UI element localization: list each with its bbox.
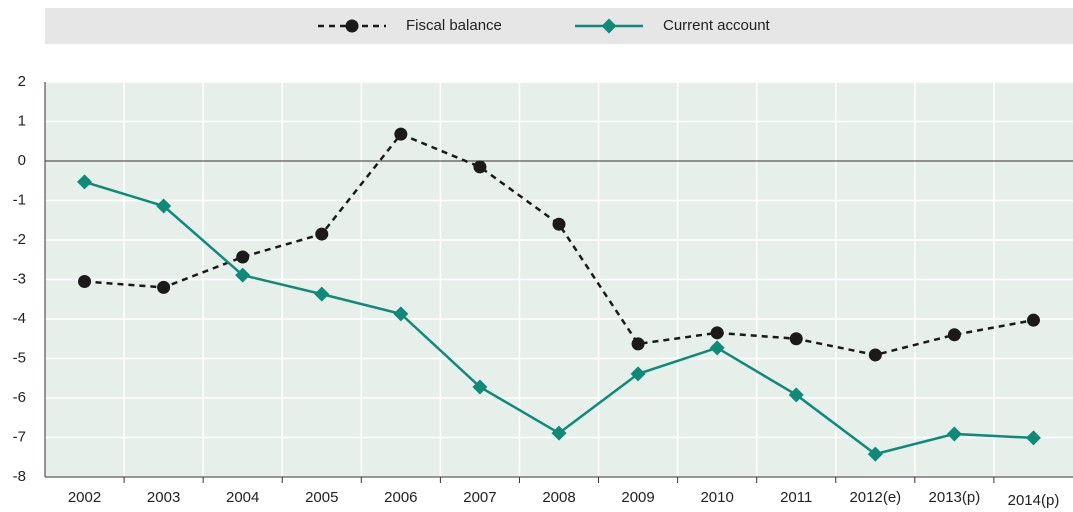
x-tick-label: 2010 — [700, 489, 733, 506]
legend-label: Fiscal balance — [406, 17, 502, 34]
y-tick-label: -2 — [13, 231, 26, 248]
x-tick-label: 2011 — [780, 489, 812, 506]
y-tick-label: -5 — [13, 349, 26, 366]
point — [788, 387, 804, 403]
point — [157, 280, 171, 294]
x-tick-label: 2014(p) — [1008, 492, 1060, 509]
point — [78, 274, 92, 288]
legend-background — [45, 8, 1073, 44]
point — [709, 340, 725, 356]
point — [77, 174, 93, 190]
legend-marker — [601, 18, 617, 34]
point — [630, 366, 646, 382]
x-tick-label: 2006 — [384, 489, 417, 506]
point — [315, 227, 329, 241]
point — [236, 250, 250, 264]
legend-marker — [345, 19, 359, 33]
point — [235, 267, 251, 283]
point — [867, 446, 883, 462]
x-tick-label: 2008 — [542, 489, 575, 506]
y-tick-label: -8 — [13, 468, 26, 485]
point — [947, 328, 961, 342]
point — [314, 286, 330, 302]
y-tick-label: -7 — [13, 428, 26, 445]
legend-label: Current account — [663, 17, 771, 34]
y-tick-label: 2 — [18, 73, 26, 90]
y-tick-label: -3 — [13, 270, 26, 287]
x-tick-label: 2013(p) — [929, 489, 981, 506]
x-tick-label: 2002 — [68, 489, 101, 506]
point — [789, 332, 803, 346]
point — [1025, 430, 1041, 446]
point — [1026, 313, 1040, 327]
x-tick-label: 2012(e) — [849, 489, 901, 506]
point — [552, 217, 566, 231]
y-tick-label: 1 — [18, 112, 26, 129]
point — [393, 306, 409, 322]
point — [868, 348, 882, 362]
x-tick-label: 2003 — [147, 489, 180, 506]
x-tick-label: 2007 — [463, 489, 496, 506]
x-tick-label: 2009 — [621, 489, 654, 506]
point — [472, 379, 488, 395]
point — [156, 198, 172, 214]
point — [631, 337, 645, 351]
y-tick-label: -6 — [13, 389, 26, 406]
y-tick-label: -4 — [13, 310, 26, 327]
point — [394, 127, 408, 141]
x-tick-label: 2004 — [226, 489, 259, 506]
y-tick-label: -1 — [13, 191, 26, 208]
point — [473, 160, 487, 174]
point — [946, 426, 962, 442]
point — [551, 425, 567, 441]
x-tick-label: 2005 — [305, 489, 338, 506]
point — [710, 326, 724, 340]
y-tick-label: 0 — [18, 152, 26, 169]
